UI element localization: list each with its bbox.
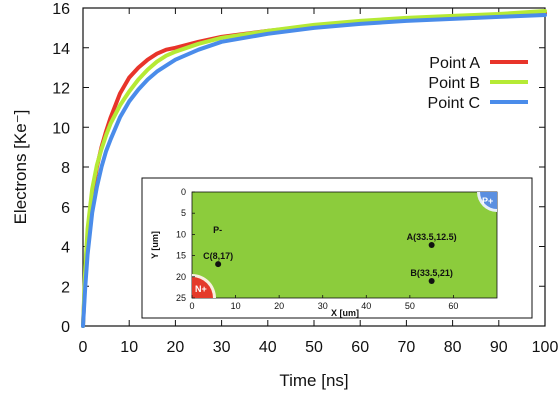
- legend-label: Point B: [428, 75, 480, 92]
- inset-y-tick-label: 25: [176, 293, 186, 303]
- x-tick-label: 30: [213, 339, 231, 356]
- x-tick-label: 0: [79, 339, 88, 356]
- inset-x-tick-label: 10: [231, 301, 241, 311]
- x-tick-label: 60: [351, 339, 369, 356]
- series-line-point-b: [81, 9, 547, 328]
- inset-device-diagram: P- N+ P+ A(33.5,12.5) B(33.5,21) C(8,17) 0 10 20…: [141, 177, 533, 319]
- series-line-point-c: [81, 13, 547, 328]
- y-tick-label: 12: [52, 81, 70, 98]
- y-tick-label: 2: [61, 279, 70, 296]
- y-tick-label: 6: [61, 200, 70, 217]
- x-axis-label: Time [ns]: [279, 371, 348, 390]
- inset-point-marker: [215, 261, 222, 268]
- inset-y-tick-label: 0: [181, 187, 186, 197]
- inset-point-label: C(8,17): [203, 251, 233, 261]
- inset-x-tick-label: 50: [405, 301, 415, 311]
- inset-y-axis-label: Y [um]: [150, 231, 160, 259]
- y-tick-label: 16: [52, 1, 70, 18]
- inset-y-tick-label: 20: [176, 272, 186, 282]
- inset-point-marker: [428, 278, 435, 285]
- legend: Point A Point B Point C: [428, 55, 528, 112]
- x-tick-label: 90: [490, 339, 508, 356]
- inset-point-marker: [428, 242, 435, 248]
- x-tick-label: 20: [167, 339, 185, 356]
- inset-point-label: B(33.5,21): [410, 268, 453, 278]
- inset-y-tick-label: 10: [176, 229, 186, 239]
- p-minus-label: P-: [213, 225, 222, 235]
- inset-x-tick-label: 60: [448, 301, 458, 311]
- x-tick-label: 80: [444, 339, 462, 356]
- y-tick-label: 4: [61, 240, 70, 257]
- x-tick-label: 10: [120, 339, 138, 356]
- n-plus-region: [192, 277, 213, 298]
- x-tick-label: 50: [305, 339, 323, 356]
- n-plus-label: N+: [195, 284, 207, 294]
- x-tick-label: 40: [259, 339, 277, 356]
- inset-x-tick-label: 40: [361, 301, 371, 311]
- x-tick-label: 70: [398, 339, 416, 356]
- legend-label: Point A: [429, 55, 480, 72]
- legend-label: Point C: [428, 95, 480, 112]
- y-tick-label: 14: [52, 41, 70, 58]
- inset-y-tick-label: 15: [176, 251, 186, 261]
- p-plus-label: P+: [482, 196, 493, 206]
- inset-x-tick-label: 30: [318, 301, 328, 311]
- inset-point-label: A(33.5,12.5): [407, 232, 457, 242]
- y-tick-label: 10: [52, 120, 70, 137]
- y-tick-label: 8: [61, 160, 70, 177]
- y-axis-label: Electrons [Ke⁻]: [11, 110, 30, 225]
- x-tick-label: 100: [532, 339, 559, 356]
- inset-x-tick-label: 20: [274, 301, 284, 311]
- y-tick-label: 0: [61, 319, 70, 336]
- device-area: [191, 191, 498, 299]
- inset-x-axis-label: X [um]: [331, 308, 359, 318]
- p-plus-region: [480, 192, 497, 209]
- inset-y-tick-label: 5: [181, 208, 186, 218]
- inset-x-tick-label: 0: [189, 301, 194, 311]
